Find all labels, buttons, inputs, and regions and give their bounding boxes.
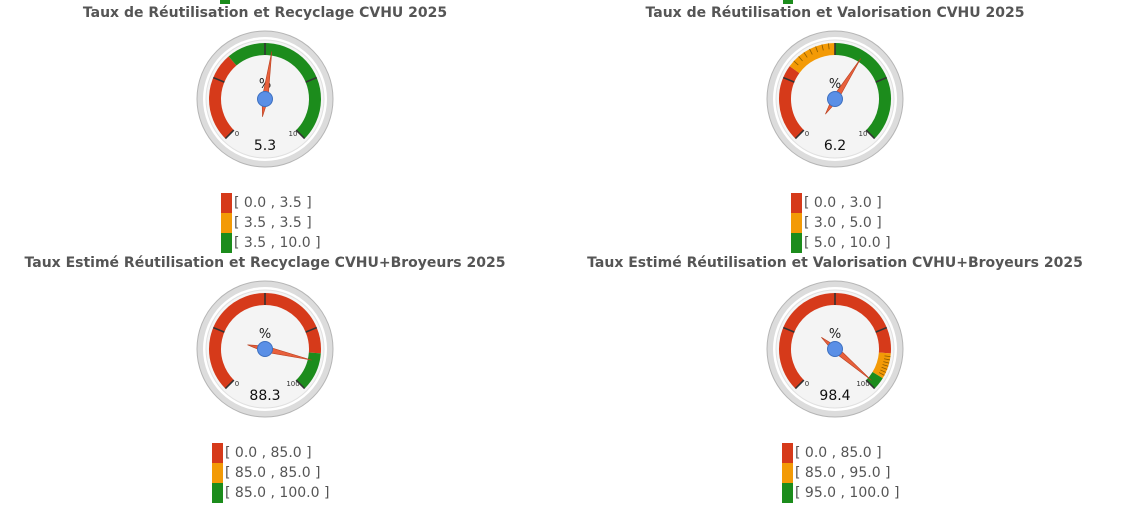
gauge-title: Taux Estimé Réutilisation et Valorisatio…: [587, 255, 1083, 271]
legend-range-label: [ 95.0 , 100.0 ]: [795, 485, 900, 501]
legend-swatch: [212, 443, 223, 463]
legend-swatch: [791, 213, 802, 233]
gauge-max-label: 10: [859, 130, 868, 138]
gauge-major-tick: [865, 379, 876, 390]
gauge-panel-reutilisation-valorisation: Taux de Réutilisation et Valorisation CV…: [565, 5, 1105, 265]
legend-range-label: [ 3.0 , 5.0 ]: [804, 215, 882, 231]
gauge-minor-tick: [881, 366, 888, 370]
legend-swatch: [221, 213, 232, 233]
gauge-min-label: 0: [235, 380, 239, 388]
gauge-major-tick: [794, 379, 805, 390]
gauge-max-label: 100: [286, 380, 299, 388]
gauge-minor-tick: [828, 43, 830, 50]
gauge-major-tick: [295, 129, 306, 140]
gauge-value-label: 98.4: [819, 388, 850, 404]
gauge-band-orange: [789, 43, 836, 74]
gauge-value-label: 88.3: [249, 388, 280, 404]
gauge-value-label: 5.3: [254, 138, 276, 154]
gauge-max-label: 100: [856, 380, 869, 388]
gauge-unit-label: %: [829, 77, 841, 92]
gauge-dial: 0 10% 6.2: [766, 30, 904, 168]
gauge-minor-tick: [882, 364, 889, 367]
gauge-major-tick: [212, 326, 225, 333]
gauge-minor-tick: [798, 56, 803, 62]
legend-swatch: [782, 443, 793, 463]
gauge-title: Taux de Réutilisation et Recyclage CVHU …: [82, 5, 448, 21]
gauge-major-tick: [224, 379, 235, 390]
gauge-panel-estime-reutilisation-valorisation: Taux Estimé Réutilisation et Valorisatio…: [565, 255, 1105, 515]
legend-range-label: [ 0.0 , 85.0 ]: [225, 445, 312, 461]
legend-range-label: [ 85.0 , 85.0 ]: [225, 465, 321, 481]
gauge-dial: 0 100% 98.4: [766, 280, 904, 418]
legend-swatch: [782, 463, 793, 483]
gauge-major-tick: [875, 326, 888, 333]
gauge-min-label: 0: [805, 130, 809, 138]
gauge-needle-hub: [827, 341, 843, 357]
gauge-panel-reutilisation-recyclage: Taux de Réutilisation et Recyclage CVHU …: [0, 5, 535, 265]
legend-swatch: [782, 483, 793, 503]
gauge-minor-tick: [809, 48, 813, 55]
legend-swatch: [791, 193, 802, 213]
gauge-minor-tick: [803, 52, 808, 58]
gauge-major-tick: [224, 129, 235, 140]
gauge-minor-tick: [884, 355, 891, 358]
gauge-unit-label: %: [829, 327, 841, 342]
legend-swatch: [212, 463, 223, 483]
gauge-band-green: [865, 371, 883, 389]
clipped-legend-swatch-right: [783, 0, 793, 4]
legend-range-label: [ 0.0 , 85.0 ]: [795, 445, 882, 461]
gauge-major-tick: [782, 76, 795, 83]
clipped-legend-swatch-left: [220, 0, 230, 4]
gauge-minor-tick: [793, 60, 799, 66]
gauge-major-tick: [865, 129, 876, 140]
gauge-band-green: [295, 352, 321, 389]
gauge-band-red: [209, 293, 321, 389]
gauge-major-tick: [295, 379, 306, 390]
gauge-needle-hub: [257, 341, 273, 357]
legend-swatch: [221, 193, 232, 213]
legend-range-label: [ 0.0 , 3.0 ]: [804, 195, 882, 211]
legend-range-label: [ 3.5 , 3.5 ]: [234, 215, 312, 231]
gauge-minor-tick: [821, 44, 824, 51]
gauge-min-label: 0: [235, 130, 239, 138]
legend-swatch: [212, 483, 223, 503]
legend-range-label: [ 85.0 , 100.0 ]: [225, 485, 330, 501]
gauge-major-tick: [305, 76, 318, 83]
gauge-needle-hub: [257, 91, 273, 107]
legend-swatch: [221, 233, 232, 253]
gauge-major-tick: [782, 326, 795, 333]
gauge-band-red: [779, 66, 805, 139]
gauge-major-tick: [794, 129, 805, 140]
gauge-minor-tick: [883, 358, 891, 361]
gauge-title: Taux de Réutilisation et Valorisation CV…: [645, 5, 1025, 21]
gauge-dial: 0 100% 88.3: [196, 280, 334, 418]
gauge-minor-tick: [880, 369, 887, 373]
gauge-minor-tick: [883, 361, 890, 364]
gauge-minor-tick: [815, 46, 819, 53]
legend-range-label: [ 85.0 , 95.0 ]: [795, 465, 891, 481]
legend-range-label: [ 5.0 , 10.0 ]: [804, 235, 891, 251]
gauge-needle-hub: [827, 91, 843, 107]
gauge-panel-estime-reutilisation-recyclage: Taux Estimé Réutilisation et Recyclage C…: [0, 255, 535, 515]
gauge-title: Taux Estimé Réutilisation et Recyclage C…: [24, 255, 506, 271]
gauge-unit-label: %: [259, 327, 271, 342]
gauge-value-label: 6.2: [824, 138, 846, 154]
gauge-dial: 010%5.3: [196, 30, 334, 168]
gauge-band-red: [779, 293, 891, 389]
gauge-band-red: [209, 56, 237, 139]
legend-range-label: [ 0.0 , 3.5 ]: [234, 195, 312, 211]
gauge-band-green: [228, 43, 321, 139]
gauge-major-tick: [305, 326, 318, 333]
gauge-min-label: 0: [805, 380, 809, 388]
gauge-minor-tick: [878, 372, 885, 376]
gauge-major-tick: [212, 76, 225, 83]
gauge-max-label: 10: [289, 130, 298, 138]
legend-swatch: [791, 233, 802, 253]
legend-range-label: [ 3.5 , 10.0 ]: [234, 235, 321, 251]
gauge-major-tick: [875, 76, 888, 83]
